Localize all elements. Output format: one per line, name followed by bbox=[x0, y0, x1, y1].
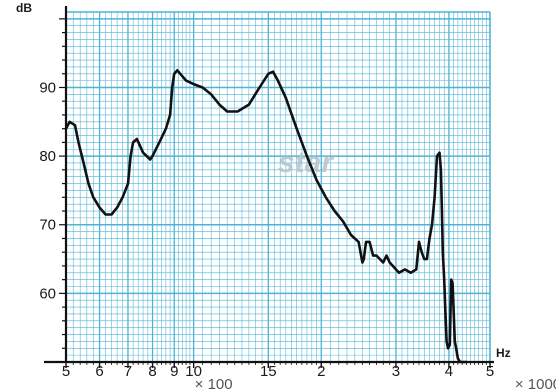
y-axis-label: dB bbox=[16, 1, 32, 15]
x-axis-label: Hz bbox=[496, 346, 511, 360]
x-tick-label: 5 bbox=[62, 363, 70, 380]
y-tick-label: 80 bbox=[39, 148, 56, 165]
x-multiplier-label: × 100 bbox=[195, 376, 233, 391]
x-multiplier-label: × 1000 bbox=[515, 376, 556, 391]
x-tick-label: 5 bbox=[486, 363, 494, 380]
response-curve bbox=[64, 69, 468, 364]
x-tick-label: 4 bbox=[445, 363, 453, 380]
x-tick-label: 15 bbox=[260, 363, 277, 380]
x-tick-label: 10 bbox=[185, 363, 202, 380]
x-tick-label: 2 bbox=[317, 363, 325, 380]
star-watermark: star bbox=[278, 146, 335, 179]
x-tick-label: 6 bbox=[95, 363, 103, 380]
x-tick-label: 9 bbox=[170, 363, 178, 380]
x-tick-label: 8 bbox=[148, 363, 156, 380]
chart-axes: 60 70 80 90 5 6 789 10 15 2 3 4 5 × 100 × 1000 bbox=[39, 6, 556, 391]
x-tick-label: 3 bbox=[392, 363, 400, 380]
chart-grid bbox=[65, 11, 491, 363]
y-tick-label: 90 bbox=[39, 79, 56, 96]
y-tick-label: 70 bbox=[39, 217, 56, 234]
x-tick-label: 7 bbox=[124, 363, 132, 380]
y-tick-label: 60 bbox=[39, 285, 56, 302]
